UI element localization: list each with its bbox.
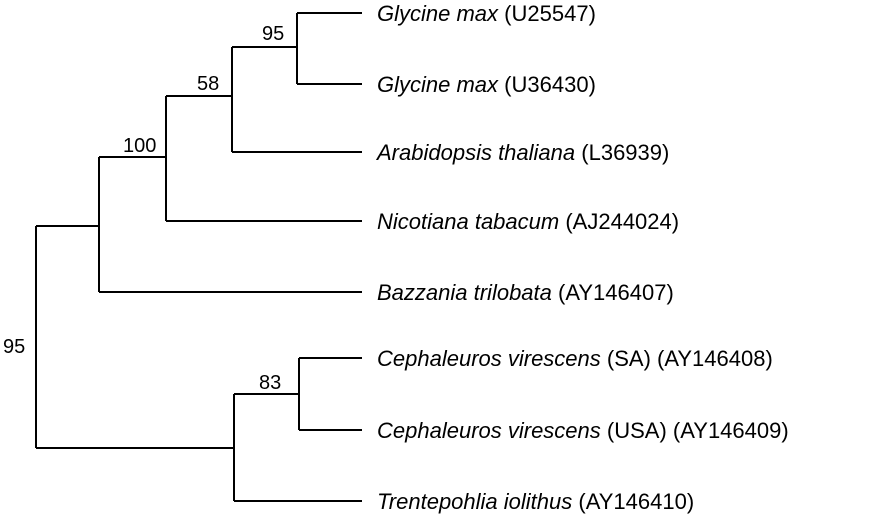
taxon-label: Cephaleuros virescens (USA) (AY146409) — [377, 418, 789, 443]
bootstrap-angiosperm: 100 — [123, 135, 156, 157]
bootstrap-root: 95 — [3, 336, 25, 358]
taxon-accession: (AY146407) — [558, 280, 674, 305]
taxon-species: Bazzania trilobata — [377, 280, 552, 305]
taxon-species: Glycine max — [377, 72, 499, 97]
taxon-species: Cephaleuros virescens — [377, 346, 601, 371]
taxon-accession: (U25547) — [504, 1, 596, 26]
taxon-accession: (SA) (AY146408) — [607, 346, 773, 371]
taxon-accession: (AY146410) — [578, 489, 694, 514]
taxon-species: Glycine max — [377, 1, 499, 26]
bootstrap-cephaleuros: 83 — [259, 372, 281, 394]
taxon-species: Cephaleuros virescens — [377, 418, 601, 443]
taxon-label: Trentepohlia iolithus (AY146410) — [377, 489, 694, 514]
taxon-species: Trentepohlia iolithus — [377, 489, 572, 514]
taxon-label: Glycine max (U25547) — [377, 1, 596, 26]
taxon-species: Arabidopsis thaliana — [375, 140, 575, 165]
taxon-accession: (USA) (AY146409) — [607, 418, 789, 443]
taxon-label: Bazzania trilobata (AY146407) — [377, 280, 674, 305]
taxon-accession: (AJ244024) — [565, 209, 679, 234]
bootstrap-glycine-arabidopsis: 58 — [197, 73, 219, 95]
taxon-label: Nicotiana tabacum (AJ244024) — [377, 209, 679, 234]
bootstrap-glycine: 95 — [262, 23, 284, 45]
taxon-accession: (L36939) — [581, 140, 669, 165]
taxon-label: Glycine max (U36430) — [377, 72, 596, 97]
taxon-accession: (U36430) — [504, 72, 596, 97]
taxon-label: Arabidopsis thaliana (L36939) — [375, 140, 669, 165]
taxon-label: Cephaleuros virescens (SA) (AY146408) — [377, 346, 773, 371]
taxon-species: Nicotiana tabacum — [377, 209, 559, 234]
